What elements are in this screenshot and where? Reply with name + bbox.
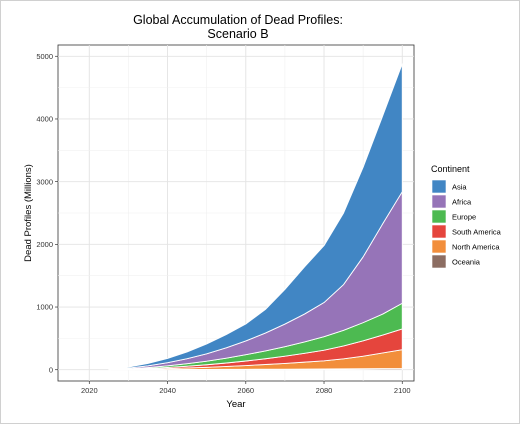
y-tick-label: 1000 (36, 303, 53, 312)
y-tick-label: 4000 (36, 115, 53, 124)
axis-ticks: 2020 2040 2060 2080 2100 0 1000 2000 3000 4000 500… (36, 52, 410, 395)
x-tick-label: 2020 (81, 386, 98, 395)
legend-label-oceania: Oceania (452, 258, 481, 267)
legend-label-asia: Asia (452, 183, 467, 192)
legend-label-africa: Africa (452, 198, 472, 207)
stacked-areas (108, 63, 403, 371)
legend-key-oceania (431, 254, 447, 269)
x-tick-label: 2060 (237, 386, 254, 395)
legend-key-south-america (431, 224, 447, 239)
legend-key-asia (431, 179, 447, 194)
x-tick-label: 2080 (316, 386, 333, 395)
legend: Asia Africa Europe South America North Ameri… (431, 179, 502, 269)
y-tick-label: 0 (49, 365, 53, 374)
y-tick-label: 2000 (36, 240, 53, 249)
chart-frame (0, 0, 520, 424)
y-tick-label: 5000 (36, 52, 53, 61)
legend-label-europe: Europe (452, 213, 476, 222)
x-axis-label: Year (226, 399, 245, 410)
legend-title: Continent (431, 164, 470, 174)
legend-label-north-america: North America (452, 243, 500, 252)
y-tick-label: 3000 (36, 177, 53, 186)
y-axis-label: Dead Profiles (Millions) (23, 164, 34, 262)
chart-subtitle: Scenario B (207, 27, 268, 41)
area-asia (108, 63, 403, 371)
legend-key-europe (431, 209, 447, 224)
legend-label-south-america: South America (452, 228, 502, 237)
chart-title: Global Accumulation of Dead Profiles: (133, 13, 343, 27)
x-tick-label: 2040 (159, 386, 176, 395)
legend-key-africa (431, 194, 447, 209)
x-tick-label: 2100 (394, 386, 411, 395)
legend-key-north-america (431, 239, 447, 254)
